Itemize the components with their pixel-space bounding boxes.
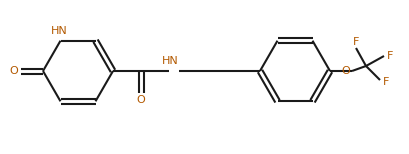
Text: F: F — [353, 37, 359, 47]
Text: HN: HN — [162, 56, 178, 66]
Text: O: O — [10, 66, 18, 76]
Text: HN: HN — [51, 26, 68, 36]
Text: F: F — [383, 77, 389, 87]
Text: O: O — [137, 95, 145, 105]
Text: F: F — [387, 51, 393, 61]
Text: O: O — [342, 66, 351, 76]
